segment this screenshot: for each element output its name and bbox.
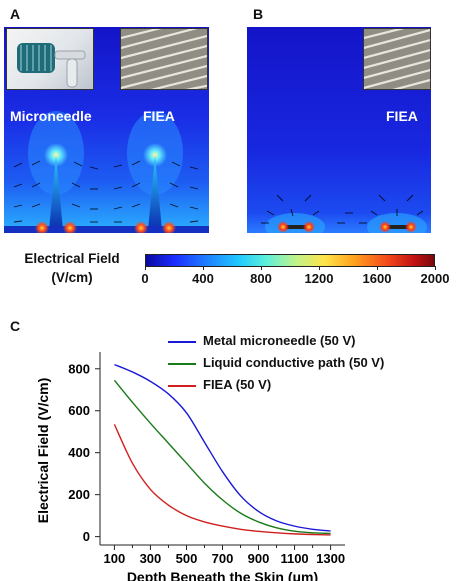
colorbar-tick-mark: [318, 266, 320, 270]
colorbar-tick-label: 2000: [420, 271, 450, 286]
field-simulation-microneedle: Microneedle FIEA: [4, 27, 209, 233]
legend-label: Metal microneedle (50 V): [203, 333, 356, 348]
fiea-label-b: FIEA: [386, 108, 418, 124]
colorbar-tick-mark: [260, 266, 262, 270]
y-tick-label: 0: [83, 529, 90, 544]
y-tick-label: 200: [68, 487, 90, 502]
series-line-1: [114, 363, 331, 532]
colorbar-title: Electrical Field (V/cm): [12, 249, 132, 287]
legend-label: Liquid conductive path (50 V): [203, 355, 385, 370]
colorbar-title-line2: (V/cm): [51, 270, 93, 285]
colorbar-tick-label: 800: [250, 271, 272, 286]
colorbar-tick-mark: [376, 266, 378, 270]
colorbar-tick-mark: [144, 266, 146, 270]
panel-a-letter: A: [10, 6, 21, 22]
field-simulation-fiea: FIEA: [247, 27, 431, 233]
colorbar-tick-label: 1600: [362, 271, 392, 286]
legend-swatch: [168, 385, 196, 387]
x-tick-label: 700: [212, 551, 234, 566]
x-tick-label: 500: [176, 551, 198, 566]
electrical-field-vs-depth-chart: 0 200 400 600 800 100 300 500 700 900 1100 1300 Dept…: [35, 352, 345, 581]
microneedle-label: Microneedle: [10, 108, 92, 124]
legend-label: FIEA (50 V): [203, 377, 272, 392]
y-axis-label: Electrical Field (V/cm): [35, 378, 51, 524]
x-tick-label: 100: [104, 551, 126, 566]
fiea-electrode-photo-b: [363, 28, 431, 90]
colorbar-tick-mark: [202, 266, 204, 270]
panel-c-letter: C: [10, 318, 21, 334]
colorbar-tick-label: 0: [141, 271, 149, 286]
panel-b-letter: B: [253, 6, 264, 22]
x-tick-label: 1300: [316, 551, 345, 566]
x-tick-label: 1100: [280, 551, 308, 566]
colorbar-tick-mark: [434, 266, 436, 270]
series-line-3: [113, 424, 331, 536]
x-axis-label: Depth Beneath the Skin (μm): [127, 569, 318, 581]
x-tick-label: 900: [248, 551, 270, 566]
colorbar: [145, 254, 435, 267]
y-tick-label: 800: [68, 361, 90, 376]
legend-swatch: [168, 341, 196, 343]
microneedle-roller-photo: [6, 28, 94, 90]
fiea-electrode-photo: [120, 28, 208, 90]
colorbar-tick-label: 1200: [304, 271, 334, 286]
colorbar-title-line1: Electrical Field: [24, 251, 120, 266]
x-tick-label: 300: [140, 551, 162, 566]
series-line-2: [113, 379, 331, 535]
legend-swatch: [168, 363, 196, 365]
colorbar-tick-label: 400: [192, 271, 214, 286]
y-tick-label: 600: [68, 403, 90, 418]
y-tick-label: 400: [68, 445, 90, 460]
fiea-label-a: FIEA: [143, 108, 175, 124]
